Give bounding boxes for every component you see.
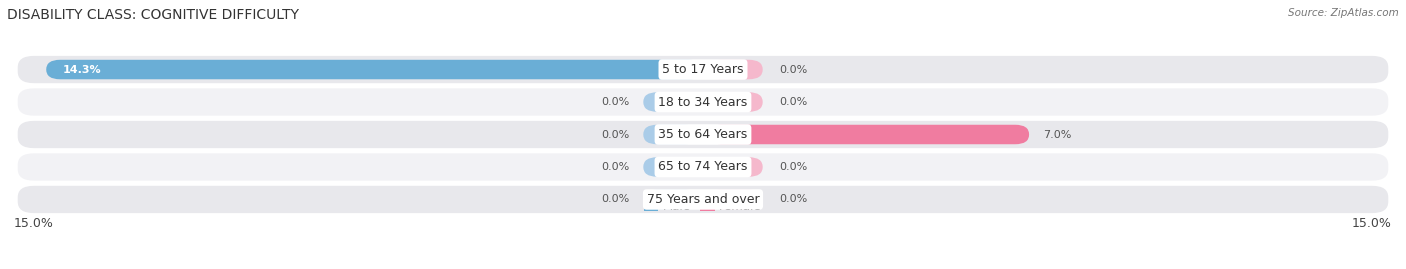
Text: 0.0%: 0.0% bbox=[602, 97, 630, 107]
Text: 5 to 17 Years: 5 to 17 Years bbox=[662, 63, 744, 76]
FancyBboxPatch shape bbox=[18, 89, 1388, 116]
FancyBboxPatch shape bbox=[644, 92, 699, 112]
Text: 0.0%: 0.0% bbox=[779, 194, 807, 204]
Text: 75 Years and over: 75 Years and over bbox=[647, 193, 759, 206]
Text: 15.0%: 15.0% bbox=[1353, 217, 1392, 230]
FancyBboxPatch shape bbox=[707, 92, 762, 112]
FancyBboxPatch shape bbox=[46, 60, 703, 79]
FancyBboxPatch shape bbox=[644, 190, 699, 209]
Legend: Male, Female: Male, Female bbox=[640, 196, 766, 218]
FancyBboxPatch shape bbox=[18, 153, 1388, 180]
Text: 14.3%: 14.3% bbox=[62, 65, 101, 75]
Text: 35 to 64 Years: 35 to 64 Years bbox=[658, 128, 748, 141]
Text: 7.0%: 7.0% bbox=[1043, 129, 1071, 140]
FancyBboxPatch shape bbox=[707, 125, 1029, 144]
FancyBboxPatch shape bbox=[707, 190, 762, 209]
Text: 0.0%: 0.0% bbox=[602, 129, 630, 140]
FancyBboxPatch shape bbox=[644, 125, 699, 144]
Text: 0.0%: 0.0% bbox=[602, 162, 630, 172]
FancyBboxPatch shape bbox=[707, 157, 762, 177]
Text: Source: ZipAtlas.com: Source: ZipAtlas.com bbox=[1288, 8, 1399, 18]
FancyBboxPatch shape bbox=[18, 121, 1388, 148]
Text: 0.0%: 0.0% bbox=[779, 162, 807, 172]
FancyBboxPatch shape bbox=[644, 157, 699, 177]
Text: 0.0%: 0.0% bbox=[779, 65, 807, 75]
FancyBboxPatch shape bbox=[18, 56, 1388, 83]
Text: 0.0%: 0.0% bbox=[779, 97, 807, 107]
Text: DISABILITY CLASS: COGNITIVE DIFFICULTY: DISABILITY CLASS: COGNITIVE DIFFICULTY bbox=[7, 8, 299, 22]
Text: 15.0%: 15.0% bbox=[14, 217, 53, 230]
FancyBboxPatch shape bbox=[18, 186, 1388, 213]
FancyBboxPatch shape bbox=[707, 60, 762, 79]
Text: 18 to 34 Years: 18 to 34 Years bbox=[658, 95, 748, 108]
Text: 65 to 74 Years: 65 to 74 Years bbox=[658, 161, 748, 174]
Text: 0.0%: 0.0% bbox=[602, 194, 630, 204]
